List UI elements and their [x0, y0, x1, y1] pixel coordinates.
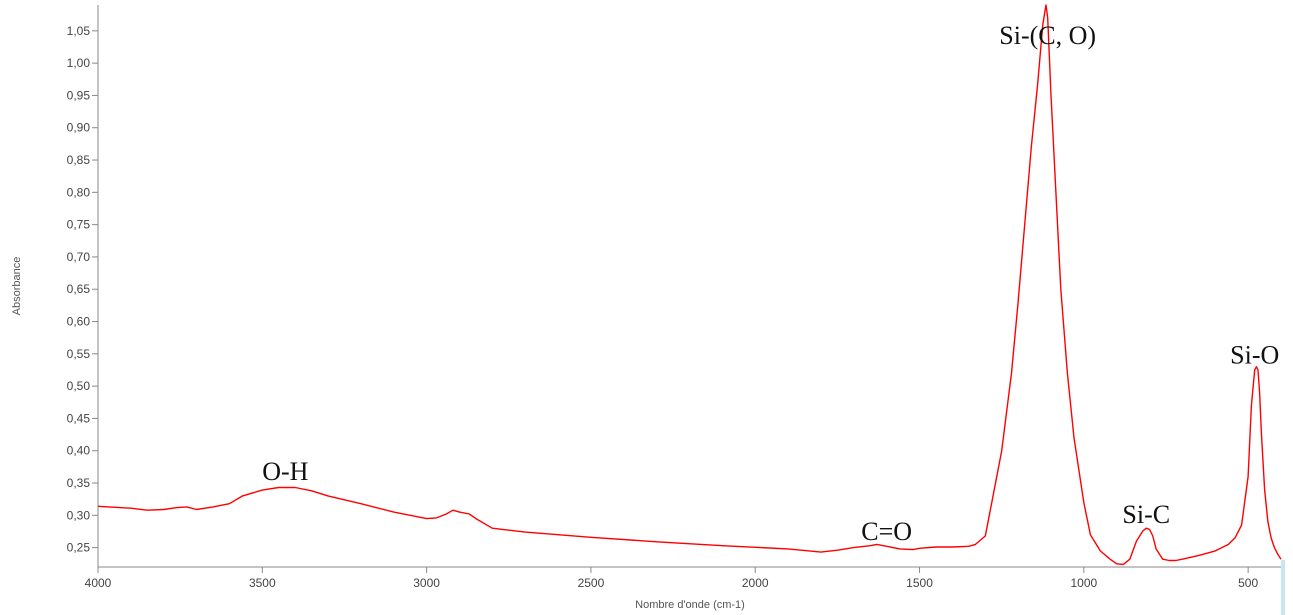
- x-tick-label: 4000: [85, 576, 112, 590]
- y-tick-label: 0,90: [67, 121, 91, 135]
- peak-label: Si-(C, O): [999, 21, 1096, 50]
- x-tick-label: 500: [1238, 576, 1258, 590]
- peak-label: C=O: [861, 517, 912, 546]
- edge-strip: [1281, 560, 1285, 615]
- x-tick-label: 2500: [578, 576, 605, 590]
- peak-label: O-H: [262, 457, 308, 486]
- peak-annotations: O-H C=O Si-(C, O) Si-C Si-O: [262, 21, 1279, 546]
- y-tick-label: 0,40: [67, 444, 91, 458]
- y-tick-label: 0,85: [67, 153, 91, 167]
- y-tick-label: 0,95: [67, 88, 91, 102]
- y-tick-label: 1,05: [67, 24, 91, 38]
- y-tick-label: 0,70: [67, 250, 91, 264]
- y-tick-label: 0,55: [67, 347, 91, 361]
- x-tick-label: 2000: [742, 576, 769, 590]
- y-tick-label: 0,45: [67, 411, 91, 425]
- spectrum-line: [97, 4, 1282, 566]
- y-tick-label: 0,80: [67, 185, 91, 199]
- y-tick-label: 0,60: [67, 315, 91, 329]
- x-tick-label: 1000: [1070, 576, 1097, 590]
- y-axis-title: Absorbance: [11, 257, 23, 316]
- y-tick-label: 0,75: [67, 218, 91, 232]
- y-tick-label: 1,00: [67, 56, 91, 70]
- peak-label: Si-O: [1230, 341, 1279, 370]
- x-tick-label: 3500: [249, 576, 276, 590]
- y-tick-label: 0,35: [67, 476, 91, 490]
- y-axis-ticks: 0,25 0,30 0,35 0,40 0,45 0,50 0,55 0,60 0,65 0,70…: [67, 24, 98, 555]
- peak-label: Si-C: [1122, 500, 1170, 529]
- y-tick-label: 0,30: [67, 508, 91, 522]
- x-tick-label: 3000: [413, 576, 440, 590]
- y-tick-label: 0,25: [67, 541, 91, 555]
- y-tick-label: 0,50: [67, 379, 91, 393]
- series-group: [97, 4, 1282, 566]
- x-axis-ticks: 4000 3500 3000 2500 2000 1500 1000 500: [85, 567, 1258, 590]
- y-tick-label: 0,65: [67, 282, 91, 296]
- x-tick-label: 1500: [906, 576, 933, 590]
- x-axis-title: Nombre d'onde (cm-1): [635, 599, 745, 611]
